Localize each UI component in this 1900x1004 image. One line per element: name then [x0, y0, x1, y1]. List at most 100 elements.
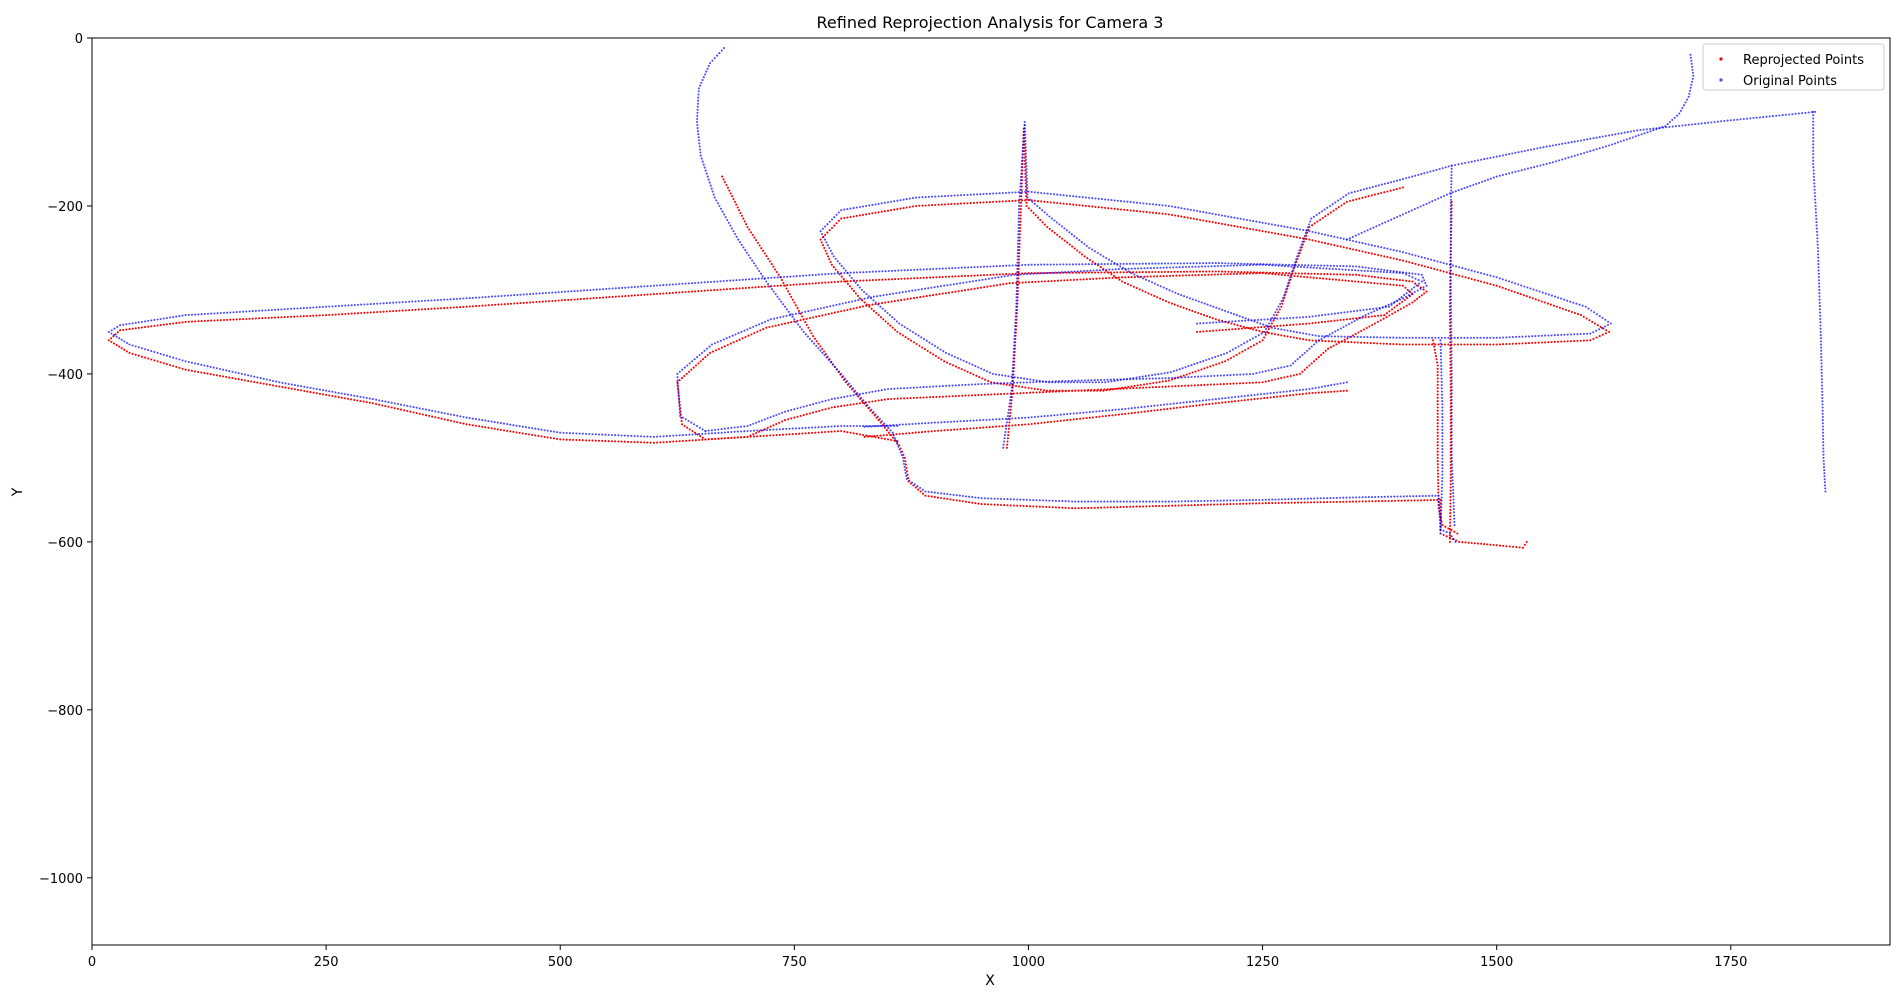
- data-point: [190, 369, 193, 372]
- data-point: [175, 365, 178, 368]
- data-point: [385, 302, 388, 305]
- data-point: [701, 160, 704, 163]
- data-point: [970, 383, 973, 386]
- data-point: [1358, 496, 1361, 499]
- data-point: [1327, 242, 1330, 245]
- data-point: [1300, 272, 1303, 275]
- data-point: [739, 425, 743, 428]
- data-point: [825, 356, 828, 359]
- data-point: [1156, 409, 1159, 412]
- data-point: [379, 310, 382, 313]
- data-point: [1130, 272, 1133, 275]
- data-point: [1105, 389, 1108, 392]
- data-point: [1037, 422, 1040, 425]
- data-point: [1149, 267, 1152, 270]
- data-point: [1436, 406, 1439, 409]
- data-point: [1142, 500, 1145, 503]
- data-point: [801, 315, 804, 318]
- data-point: [568, 432, 571, 435]
- data-point: [882, 434, 885, 437]
- data-point: [630, 286, 633, 289]
- data-point: [1118, 278, 1121, 281]
- data-point: [515, 424, 518, 427]
- data-point: [1167, 204, 1170, 208]
- data-point: [1068, 231, 1071, 234]
- data-point: [337, 396, 340, 399]
- data-point: [808, 274, 811, 277]
- data-point: [385, 310, 388, 313]
- data-point: [1088, 416, 1091, 419]
- data-point: [1276, 317, 1279, 320]
- data-point: [1405, 343, 1408, 346]
- data-point: [200, 320, 203, 323]
- data-point: [930, 430, 933, 433]
- data-point: [1245, 264, 1248, 267]
- data-point: [804, 321, 807, 324]
- data-point: [131, 327, 134, 330]
- data-point: [1550, 334, 1553, 337]
- data-point: [863, 435, 866, 438]
- data-point: [1206, 503, 1209, 506]
- data-point: [746, 225, 749, 229]
- data-point: [1364, 496, 1367, 499]
- data-point: [1591, 320, 1594, 323]
- data-point: [941, 395, 944, 398]
- data-point: [1113, 275, 1116, 278]
- data-point: [516, 302, 519, 305]
- data-point: [1398, 343, 1401, 346]
- data-point: [756, 330, 759, 333]
- data-point: [922, 276, 925, 279]
- data-point: [659, 435, 662, 438]
- data-point: [1195, 330, 1199, 333]
- data-point: [995, 273, 998, 276]
- data-point: [496, 428, 499, 431]
- data-point: [1251, 381, 1254, 384]
- data-point: [1366, 281, 1369, 284]
- data-point: [1001, 191, 1004, 195]
- data-point: [1167, 385, 1170, 388]
- data-point: [1060, 225, 1063, 228]
- data-point: [1453, 336, 1456, 339]
- data-point: [862, 271, 865, 274]
- data-point: [930, 286, 933, 289]
- data-point: [879, 316, 883, 319]
- data-point: [1094, 197, 1097, 200]
- data-point: [752, 435, 756, 438]
- data-point: [874, 399, 877, 403]
- data-point: [1238, 502, 1242, 505]
- data-point: [1071, 507, 1074, 510]
- data-point: [1213, 265, 1216, 268]
- data-point: [789, 275, 792, 278]
- data-point: [1248, 264, 1251, 267]
- data-point: [780, 300, 783, 303]
- data-point: [963, 202, 966, 205]
- data-point: [434, 410, 437, 413]
- data-point: [1030, 209, 1033, 212]
- data-point: [1332, 500, 1335, 504]
- data-point: [1531, 341, 1534, 344]
- data-point: [930, 495, 933, 498]
- data-point: [1062, 194, 1065, 197]
- data-point: [1237, 327, 1240, 330]
- data-point: [1129, 284, 1132, 287]
- data-point: [811, 426, 814, 429]
- data-point: [846, 424, 849, 428]
- data-point: [1448, 528, 1452, 531]
- data-point: [1013, 344, 1016, 347]
- data-point: [218, 367, 222, 371]
- data-point: [1144, 375, 1147, 378]
- data-point: [1242, 382, 1245, 385]
- data-point: [781, 411, 784, 414]
- data-point: [1025, 505, 1028, 508]
- data-point: [687, 282, 690, 285]
- data-point: [1311, 239, 1314, 242]
- data-point: [700, 281, 703, 284]
- data-point: [1132, 201, 1135, 204]
- data-point: [321, 314, 324, 317]
- data-point: [1270, 332, 1273, 335]
- data-point: [878, 417, 881, 421]
- data-point: [739, 211, 742, 215]
- data-point: [1563, 333, 1566, 336]
- data-point: [796, 307, 799, 310]
